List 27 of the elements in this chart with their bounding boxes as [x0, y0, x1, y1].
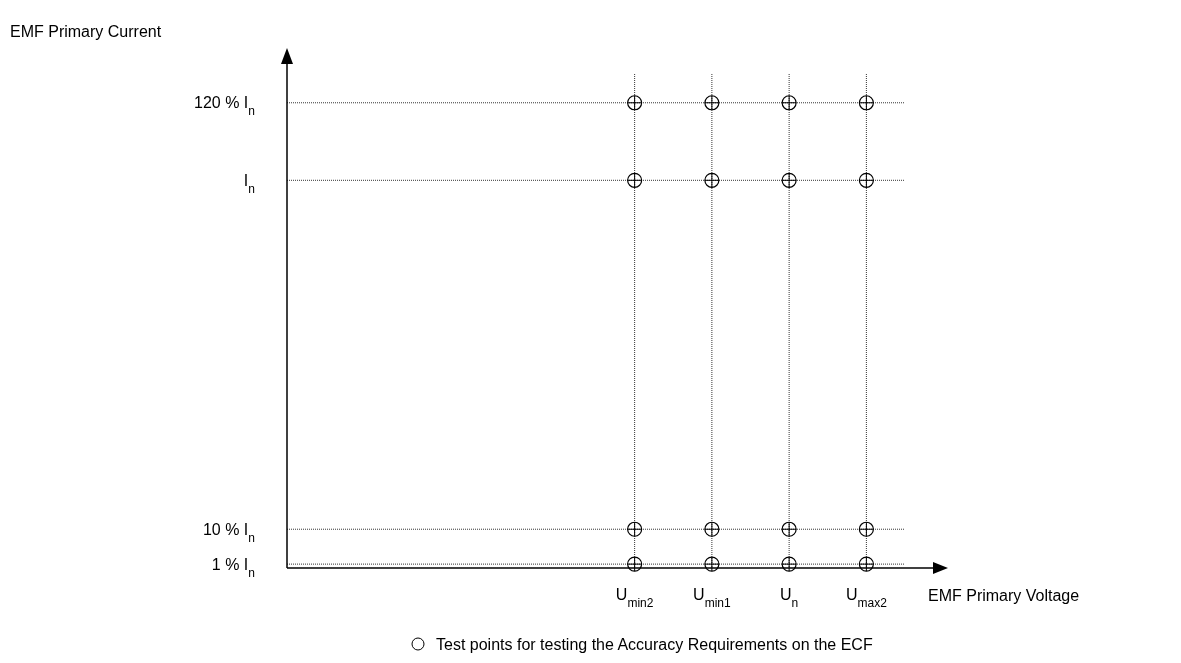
y-tick-label: I$_{n}$ [243, 171, 255, 196]
point [627, 95, 643, 111]
point [858, 556, 874, 572]
y-tick-label: 120 % I$_{n}$ [194, 94, 255, 119]
point [627, 172, 643, 188]
point [781, 172, 797, 188]
point [627, 521, 643, 537]
point [627, 556, 643, 572]
point [781, 95, 797, 111]
point [781, 521, 797, 537]
point [858, 172, 874, 188]
point [704, 521, 720, 537]
x-axis-title: EMF Primary Voltage [928, 587, 1080, 604]
y-tick-label: 1 % I$_{n}$ [211, 555, 255, 580]
point [704, 95, 720, 111]
x-tick-label: U$_{n}$ [780, 586, 799, 610]
x-tick-label: U$_{min2}$ [615, 586, 654, 610]
y-axis-title: EMF Primary Current [10, 23, 162, 40]
y-tick-label: 10 % I$_{n}$ [202, 520, 255, 545]
x-tick-label: U$_{min1}$ [693, 586, 731, 610]
point [858, 95, 874, 111]
point [858, 521, 874, 537]
x-tick-label: U$_{max2}$ [845, 586, 888, 610]
point [704, 172, 720, 188]
point [781, 556, 797, 572]
legend-label: Test points for testing the Accuracy Requirements on the ECF [436, 635, 873, 653]
point [704, 556, 720, 572]
